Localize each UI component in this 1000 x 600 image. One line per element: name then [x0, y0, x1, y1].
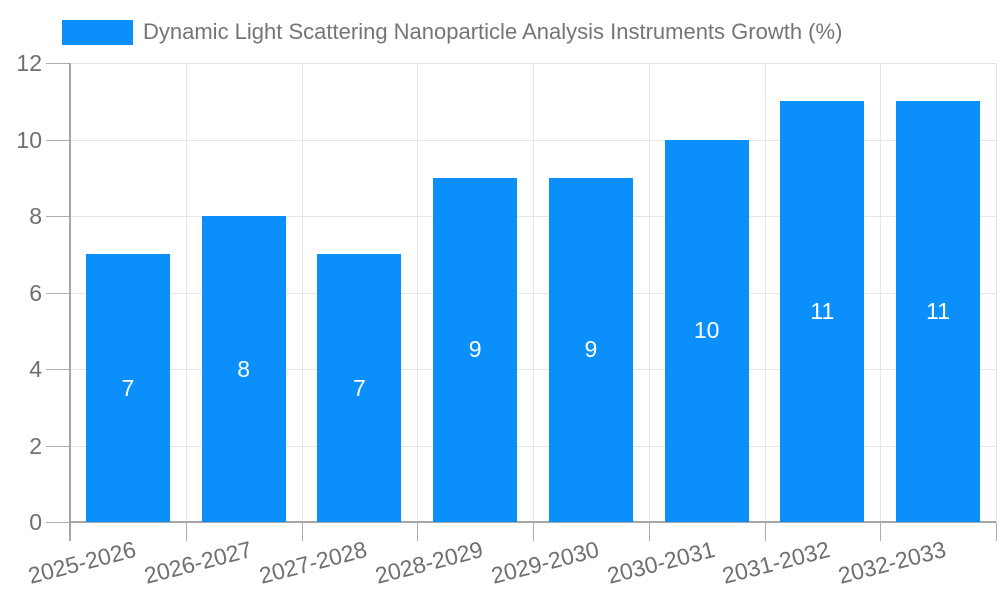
chart-legend: Dynamic Light Scattering Nanoparticle An… [62, 17, 842, 47]
y-axis-tick [46, 139, 70, 141]
y-axis-tick [46, 522, 70, 523]
bar-value-label: 9 [468, 336, 482, 363]
bar-value-label: 9 [584, 336, 598, 363]
x-gridline [764, 63, 766, 522]
bar: 11 [896, 101, 981, 522]
bar-value-label: 7 [352, 374, 366, 401]
y-axis-tick [46, 292, 70, 294]
x-axis-tick [764, 522, 766, 541]
x-gridline [880, 63, 882, 522]
x-gridline [417, 63, 419, 522]
y-axis-line [69, 63, 71, 541]
x-axis-tick [996, 522, 997, 541]
y-axis-label: 8 [29, 203, 42, 229]
x-gridline [996, 63, 997, 522]
y-axis-tick [46, 369, 70, 370]
x-axis-label: 2029-2030 [488, 536, 602, 589]
x-gridline [185, 63, 187, 522]
x-axis-tick [185, 522, 187, 541]
x-axis-tick [648, 522, 650, 541]
x-axis-tick [301, 522, 303, 541]
bar: 9 [548, 177, 633, 522]
x-axis-line [70, 521, 996, 523]
y-axis-label: 0 [29, 509, 42, 535]
y-axis-tick [46, 216, 70, 217]
x-gridline [301, 63, 303, 522]
bar-value-label: 10 [693, 317, 720, 344]
y-axis-label: 4 [29, 356, 42, 382]
y-axis-label: 6 [29, 279, 42, 306]
x-gridline [648, 63, 650, 522]
bar: 11 [780, 101, 865, 522]
bar: 7 [85, 254, 170, 522]
x-axis-tick [417, 522, 419, 541]
bar-value-label: 8 [237, 355, 251, 382]
bar: 10 [664, 139, 749, 522]
x-axis-tick [533, 522, 534, 541]
x-axis-label: 2026-2027 [141, 536, 255, 589]
x-axis-label: 2027-2028 [256, 536, 370, 589]
x-axis-tick [880, 522, 882, 541]
bar-value-label: 11 [926, 298, 951, 325]
y-axis-tick [46, 445, 70, 447]
x-axis-label: 2032-2033 [835, 536, 949, 589]
bar: 8 [201, 216, 286, 522]
legend-series-label: Dynamic Light Scattering Nanoparticle An… [143, 19, 843, 44]
y-axis-tick [46, 63, 70, 64]
y-axis-label: 2 [29, 432, 42, 459]
bar: 9 [433, 177, 518, 522]
y-axis-label: 10 [16, 126, 42, 153]
x-axis-label: 2031-2032 [719, 536, 833, 589]
bar-value-label: 11 [810, 298, 835, 325]
x-gridline [533, 63, 534, 522]
bar: 7 [317, 254, 402, 522]
legend-color-swatch [62, 19, 133, 45]
bar-value-label: 7 [121, 374, 135, 401]
x-axis-label: 2028-2029 [372, 536, 486, 589]
x-axis-label: 2025-2026 [25, 536, 139, 589]
y-axis-label: 12 [16, 50, 42, 76]
x-axis-label: 2030-2031 [604, 536, 718, 589]
